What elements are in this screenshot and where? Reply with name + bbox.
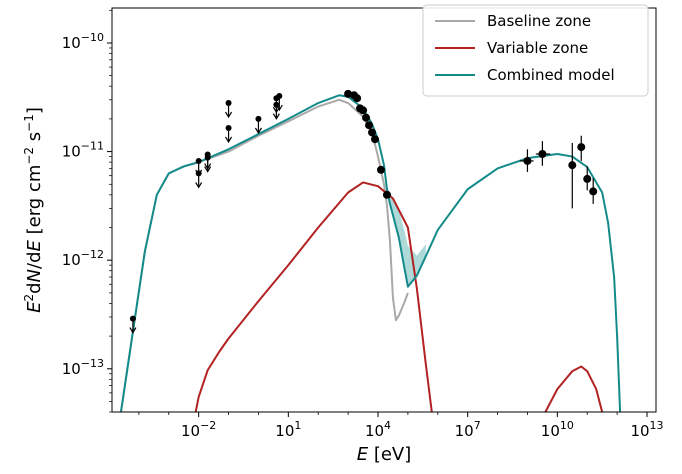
data-point-marker: [371, 135, 380, 144]
x-tick-label: 104: [365, 419, 391, 440]
x-tick-label: 10−2: [181, 419, 216, 440]
legend-label-baseline: Baseline zone: [487, 12, 591, 30]
upper-limit-marker: [195, 170, 202, 177]
variable-zone-curve-segment: [194, 181, 433, 412]
data-point-marker: [353, 94, 362, 103]
upper-limit-marker: [225, 124, 232, 131]
baseline-zone-curve: [119, 98, 409, 412]
upper-limit-arrow-head: [225, 136, 233, 144]
data-point-marker: [523, 156, 532, 165]
upper-limit-marker: [276, 93, 283, 100]
data-point-marker: [382, 190, 391, 199]
data-point-marker: [362, 113, 371, 122]
y-tick-label: 10−11: [62, 140, 104, 161]
uncertainty-band: [383, 165, 426, 287]
upper-limit-marker: [195, 157, 202, 164]
upper-limit-arrow-head: [272, 113, 280, 120]
y-axis-label: E2dN/dE [erg cm−2 s−1]: [22, 107, 45, 313]
legend-label-combined: Combined model: [487, 66, 615, 84]
data-point-marker: [589, 187, 598, 196]
plot-area: [119, 89, 622, 412]
data-point-marker: [376, 165, 385, 174]
legend-label-variable: Variable zone: [487, 39, 588, 57]
upper-limit-arrow-head: [195, 182, 203, 189]
x-axis-label: E [eV]: [357, 444, 412, 465]
upper-limit-arrow-head: [129, 327, 137, 334]
x-tick-label: 1013: [630, 419, 663, 440]
data-point-marker: [359, 106, 368, 115]
upper-limit-marker: [129, 315, 136, 322]
y-tick-label: 10−12: [62, 248, 104, 269]
upper-limit-arrow-head: [204, 163, 212, 170]
axes: 10−2 101 104 107 1010 1013 10−13 10−12 10−11 10−1…: [62, 9, 664, 440]
y-tick-label: 10−13: [62, 357, 104, 378]
data-point-marker: [538, 150, 547, 159]
data-point-marker: [583, 174, 592, 183]
legend: Baseline zone Variable zone Combined mod…: [422, 4, 649, 97]
combined-model-curve: [119, 94, 622, 412]
legend-box: [422, 4, 649, 97]
upper-limit-arrow-head: [225, 111, 233, 119]
upper-limit-arrow-head: [204, 166, 212, 173]
x-tick-label: 101: [275, 419, 301, 440]
plot-frame: [111, 7, 657, 413]
data-point-marker: [365, 121, 374, 130]
upper-limit-arrow-head: [275, 104, 283, 112]
upper-limit-marker: [255, 115, 262, 122]
variable-zone-curve-segment: [544, 365, 604, 412]
y-tick-label: 10−10: [62, 31, 104, 52]
upper-limit-arrow-head: [254, 127, 262, 135]
data-point-marker: [568, 161, 577, 170]
x-tick-label: 1010: [541, 419, 574, 440]
upper-limit-marker: [225, 100, 232, 107]
data-point-marker: [344, 89, 353, 98]
x-tick-label: 107: [455, 419, 481, 440]
data-point-marker: [368, 128, 377, 137]
upper-limit-marker: [204, 151, 211, 158]
data-point-marker: [577, 143, 586, 152]
